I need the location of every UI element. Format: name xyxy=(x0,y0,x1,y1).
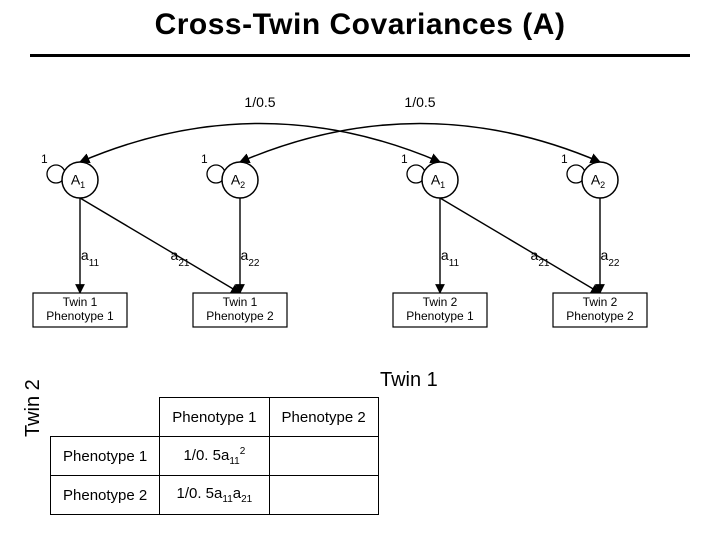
phenotype-box-label: Phenotype 2 xyxy=(566,309,634,323)
arc-label: 1/0.5 xyxy=(404,94,435,110)
self-loop-label: 1 xyxy=(201,152,208,166)
self-loop-label: 1 xyxy=(561,152,568,166)
col-header-ph1: Phenotype 1 xyxy=(160,398,269,437)
row-header-ph2: Phenotype 2 xyxy=(51,476,160,515)
covariance-table: Phenotype 1 Phenotype 2 Phenotype 1 1/0.… xyxy=(50,397,379,515)
path-label: a11 xyxy=(441,247,460,269)
path-label: a22 xyxy=(241,247,260,269)
arc xyxy=(80,124,440,163)
arc-label: 1/0.5 xyxy=(244,94,275,110)
path-label: a21 xyxy=(531,247,550,269)
cell-1-1 xyxy=(269,476,378,515)
covariance-table-wrap: Twin 2 Twin 1 Phenotype 1 Phenotype 2 Ph… xyxy=(30,375,690,525)
table-corner xyxy=(51,398,160,437)
path-label: a21 xyxy=(171,247,190,269)
path-label: a11 xyxy=(81,247,100,269)
row-header-ph1: Phenotype 1 xyxy=(51,437,160,476)
page-title: Cross-Twin Covariances (A) xyxy=(0,8,720,42)
title-underline xyxy=(30,54,690,57)
cell-0-1 xyxy=(269,437,378,476)
path-edge xyxy=(80,198,240,293)
phenotype-box-label: Twin 1 xyxy=(223,295,258,309)
diagram-svg: 1/0.51/0.51111a11a21a22a11a21a22Twin 1Ph… xyxy=(0,60,720,360)
cell-1-0: 1/0. 5a11a21 xyxy=(160,476,269,515)
diagram-area: 1/0.51/0.51111a11a21a22a11a21a22Twin 1Ph… xyxy=(0,60,720,360)
phenotype-box-label: Phenotype 1 xyxy=(406,309,474,323)
self-loop-label: 1 xyxy=(401,152,408,166)
phenotype-box-label: Twin 1 xyxy=(63,295,98,309)
col-header-ph2: Phenotype 2 xyxy=(269,398,378,437)
arc xyxy=(240,124,600,163)
phenotype-box-label: Phenotype 1 xyxy=(46,309,114,323)
twin2-axis-label: Twin 2 xyxy=(22,379,45,437)
path-edge xyxy=(440,198,600,293)
phenotype-box-label: Twin 2 xyxy=(583,295,618,309)
twin1-axis-label: Twin 1 xyxy=(380,369,438,392)
self-loop-label: 1 xyxy=(41,152,48,166)
phenotype-box-label: Twin 2 xyxy=(423,295,458,309)
cell-0-0: 1/0. 5a112 xyxy=(160,437,269,476)
path-label: a22 xyxy=(601,247,620,269)
phenotype-box-label: Phenotype 2 xyxy=(206,309,274,323)
